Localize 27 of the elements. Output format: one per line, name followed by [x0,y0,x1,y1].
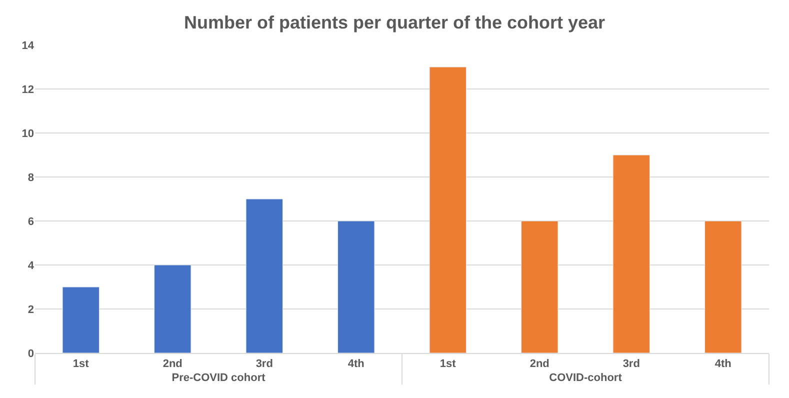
chart-title: Number of patients per quarter of the cohort year [184,12,606,33]
y-tick-label: 12 [22,84,34,96]
x-tick-label: 3rd [622,358,640,370]
bar [246,198,283,353]
bar [612,154,650,353]
x-tick-label: 4th [348,358,365,370]
y-tick-label: 8 [28,172,34,184]
y-tick-label: 0 [28,348,34,360]
y-tick-label: 4 [28,260,35,272]
bar [338,220,375,353]
x-tick-label: 4th [714,358,732,370]
y-tick-label: 14 [22,40,35,52]
series-label: COVID-cohort [549,372,622,384]
y-tick-label: 2 [28,304,34,316]
x-tick-label: 2nd [530,358,550,370]
x-tick-label: 3rd [256,358,273,370]
x-tick-label: 1st [72,358,90,370]
x-tick-label: 1st [440,358,456,370]
y-tick-label: 6 [28,216,34,228]
bar [521,220,558,353]
y-tick-label: 10 [22,128,34,140]
bar [429,66,466,353]
series-label: Pre-COVID cohort [172,372,266,384]
x-tick-label: 2nd [162,358,182,370]
bar [62,286,100,353]
bar [154,264,192,353]
bar [704,220,742,353]
